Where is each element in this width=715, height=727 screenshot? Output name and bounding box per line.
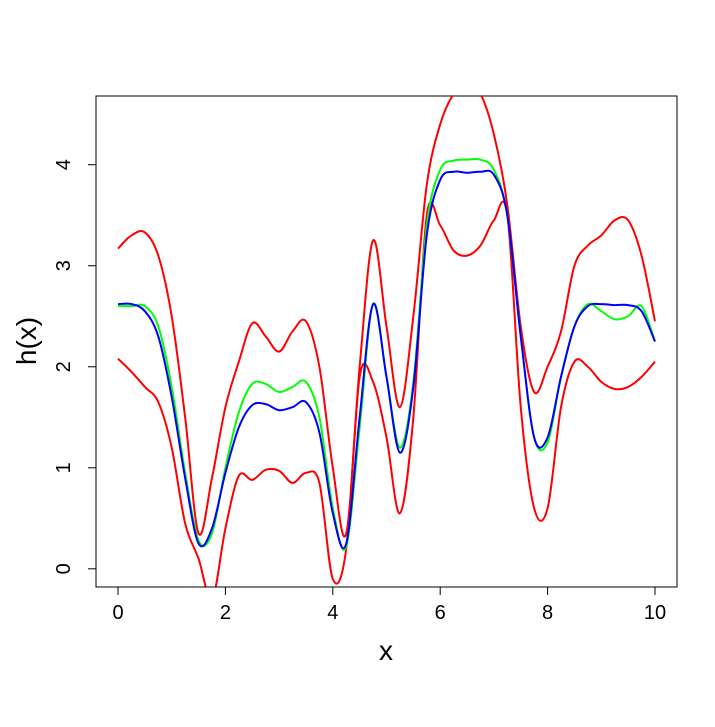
- series-line: [117, 200, 656, 587]
- x-axis-label: x: [379, 635, 393, 666]
- x-tick-label: 10: [644, 602, 666, 624]
- y-tick-label: 0: [53, 563, 75, 574]
- series-line: [118, 157, 656, 551]
- x-tick-label: 8: [542, 602, 553, 624]
- series-line: [117, 96, 656, 538]
- y-tick-label: 1: [53, 462, 75, 473]
- y-tick-label: 3: [53, 260, 75, 271]
- y-axis-label: h(x): [11, 317, 42, 365]
- x-tick-label: 2: [220, 602, 231, 624]
- y-tick-label: 4: [53, 159, 75, 170]
- x-tick-label: 4: [327, 602, 338, 624]
- x-tick-label: 6: [435, 602, 446, 624]
- y-tick-label: 2: [53, 361, 75, 372]
- x-tick-label: 0: [112, 602, 123, 624]
- series-line: [117, 169, 656, 550]
- plot-area: [117, 96, 656, 587]
